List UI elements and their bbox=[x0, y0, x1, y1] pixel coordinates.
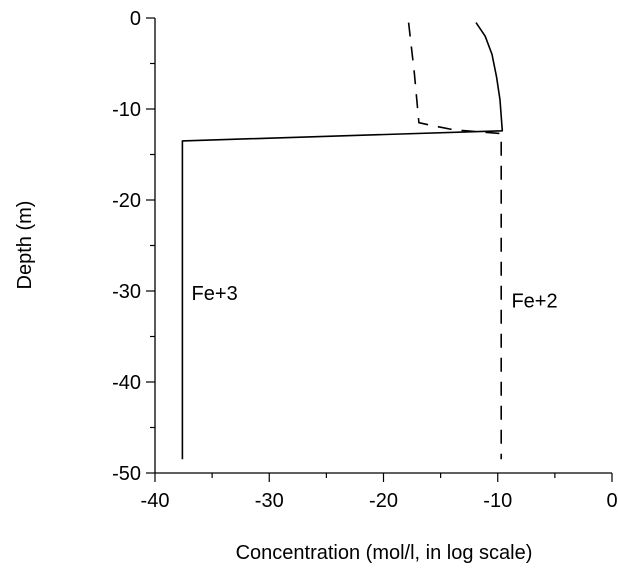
y-tick-label: 0 bbox=[130, 8, 141, 30]
series-line-fe2 bbox=[407, 22, 503, 460]
x-axis-label: Concentration (mol/l, in log scale) bbox=[236, 542, 533, 564]
series-line-fe3 bbox=[181, 22, 504, 460]
x-tick-label: -40 bbox=[141, 490, 170, 512]
tick-labels: 0-10-20-30-40-50-40 -30 -20 -10 0 bbox=[112, 8, 617, 512]
y-tick-label: -20 bbox=[112, 190, 141, 212]
series-layer bbox=[181, 22, 504, 460]
y-tick-label: -10 bbox=[112, 99, 141, 121]
y-tick-label: -30 bbox=[112, 281, 141, 303]
x-tick-label: -10 bbox=[483, 490, 512, 512]
y-tick-label: -50 bbox=[112, 463, 141, 485]
x-tick-label: -30 bbox=[255, 490, 284, 512]
ticks bbox=[146, 17, 613, 482]
y-tick-label: -40 bbox=[112, 372, 141, 394]
annotation-fe3: Fe+3 bbox=[192, 283, 238, 305]
x-tick-label: -20 bbox=[369, 490, 398, 512]
x-tick-label: 0 bbox=[606, 490, 617, 512]
annotation-fe2: Fe+2 bbox=[511, 290, 557, 312]
y-axis-label: Depth (m) bbox=[14, 201, 36, 290]
annotations: Fe+3 Fe+2 bbox=[192, 283, 558, 312]
axes bbox=[154, 18, 612, 474]
